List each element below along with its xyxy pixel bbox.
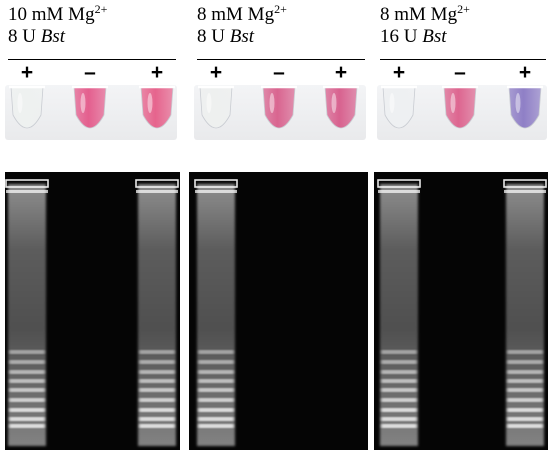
tube — [323, 85, 359, 129]
gel-lane — [5, 179, 49, 446]
enzyme-line: 8 U Bst — [197, 26, 287, 48]
gel-image — [374, 172, 548, 450]
enzyme-units: 16 U — [380, 26, 418, 47]
header-rule — [8, 59, 176, 61]
mg-line: 10 mM Mg2+ — [8, 2, 108, 26]
panel: 10 mM Mg2+ 8 U Bst + – + — [0, 0, 180, 450]
mg-charge: 2+ — [274, 2, 287, 16]
gel-lane — [135, 179, 179, 446]
enzyme-name: Bst — [422, 26, 447, 47]
lane-sign: + — [518, 61, 532, 84]
lane-sign: + — [334, 61, 348, 84]
lane-sign: + — [392, 61, 406, 84]
gel-lane — [194, 179, 238, 446]
enzyme-name: Bst — [40, 26, 66, 47]
tube-photo — [194, 85, 366, 140]
tube — [381, 85, 417, 129]
gel-lane — [503, 179, 547, 446]
mg-charge: 2+ — [457, 2, 470, 16]
lane-sign: – — [273, 61, 285, 84]
gel-image — [189, 172, 368, 450]
mg-line: 8 mM Mg2+ — [197, 2, 287, 26]
tube — [261, 85, 297, 129]
tube — [198, 85, 234, 129]
header-rule — [197, 59, 365, 61]
lane-sign: – — [454, 61, 466, 84]
tube — [139, 85, 175, 129]
tube-photo — [377, 85, 547, 140]
panel: 8 mM Mg2+ 16 U Bst + – + — [372, 0, 550, 450]
tube — [442, 85, 478, 129]
mg-line: 8 mM Mg2+ — [380, 2, 470, 26]
lane-sign: + — [209, 61, 223, 84]
lane-sign: – — [84, 61, 96, 84]
mg-charge: 2+ — [94, 2, 108, 16]
condition-label: 8 mM Mg2+ 16 U Bst — [380, 2, 470, 48]
tube — [72, 85, 108, 129]
tube-photo — [5, 85, 177, 140]
tube — [9, 85, 45, 129]
mg-concentration: 10 mM Mg — [8, 4, 95, 25]
enzyme-units: 8 U — [197, 26, 225, 47]
header-rule — [380, 59, 546, 61]
gel-lane — [377, 179, 421, 446]
enzyme-units: 8 U — [8, 26, 36, 47]
panel: 8 mM Mg2+ 8 U Bst + – + — [189, 0, 369, 450]
lane-sign: + — [20, 61, 34, 84]
enzyme-line: 16 U Bst — [380, 26, 470, 48]
gel-image — [5, 172, 180, 450]
mg-concentration: 8 mM Mg — [197, 4, 275, 25]
lane-sign: + — [150, 61, 164, 84]
tube — [507, 85, 543, 129]
condition-label: 10 mM Mg2+ 8 U Bst — [8, 2, 108, 48]
enzyme-line: 8 U Bst — [8, 26, 107, 48]
enzyme-name: Bst — [229, 26, 255, 47]
condition-label: 8 mM Mg2+ 8 U Bst — [197, 2, 287, 48]
mg-concentration: 8 mM Mg — [380, 4, 458, 25]
